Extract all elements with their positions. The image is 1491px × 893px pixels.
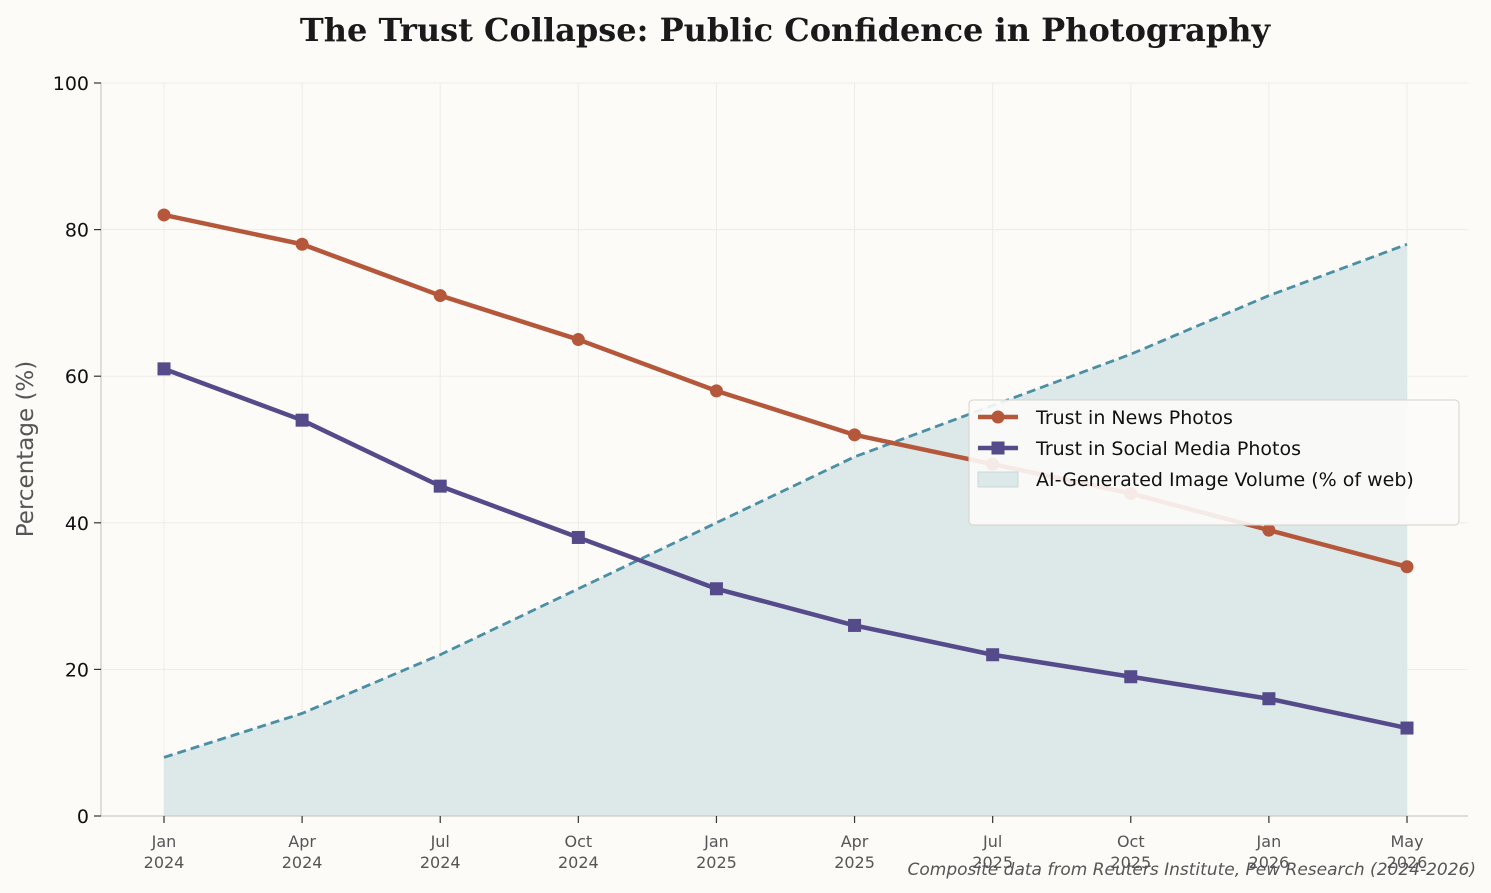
xtick-label-7: Oct 2025 [1110, 832, 1151, 872]
point-news-5 [848, 428, 862, 442]
point-social-4 [709, 582, 723, 596]
area-fill-ai-volume [164, 244, 1407, 816]
y-axis-label: Percentage (%) [13, 361, 39, 538]
xtick-label-2: Jul 2024 [420, 832, 461, 872]
point-social-6 [986, 648, 1000, 662]
chart-title: The Trust Collapse: Public Confidence in… [300, 11, 1272, 49]
point-social-8 [1262, 692, 1276, 706]
xtick-label-4: Jan 2025 [696, 832, 737, 872]
point-news-1 [295, 237, 309, 251]
ytick-label-0: 0 [77, 806, 89, 828]
point-social-0 [157, 362, 171, 376]
point-social-7 [1124, 670, 1138, 684]
point-news-8 [1262, 523, 1276, 537]
legend: Trust in News Photos Trust in Social Medi… [968, 399, 1460, 526]
ytick-label-2: 40 [65, 513, 89, 535]
legend-box [968, 399, 1460, 526]
point-news-3 [571, 333, 585, 347]
axes-layer: 0 20 40 60 80 100 Jan 2024 Apr 2024 Jul 2024 Oct 2024… [53, 73, 1468, 872]
legend-marker-social [991, 441, 1005, 455]
xtick-label-5: Apr 2025 [834, 832, 875, 872]
xtick-label-9: May 2026 [1387, 832, 1428, 872]
legend-label-news: Trust in News Photos [1035, 407, 1233, 429]
point-news-9 [1400, 560, 1414, 574]
point-social-3 [571, 530, 585, 544]
ytick-label-4: 80 [65, 220, 89, 242]
series-line-social [161, 366, 1410, 731]
source-note: Composite data from Reuters Institute, P… [908, 860, 1476, 880]
area-layer [163, 242, 1408, 816]
xtick-label-3: Oct 2024 [558, 832, 599, 872]
area-line-ai-volume [163, 242, 1408, 759]
xtick-label-6: Jul 2025 [972, 832, 1013, 872]
ytick-label-3: 60 [65, 366, 89, 388]
point-social-1 [295, 413, 309, 427]
ytick-label-5: 100 [53, 73, 89, 95]
point-news-2 [433, 289, 447, 303]
legend-marker-news [991, 410, 1005, 424]
legend-swatch-ai-volume [977, 471, 1019, 488]
ytick-label-1: 20 [65, 659, 89, 681]
legend-label-ai-volume: AI-Generated Image Volume (% of web) [1036, 469, 1414, 491]
xtick-label-0: Jan 2024 [144, 832, 185, 872]
xtick-label-8: Jan 2026 [1249, 832, 1290, 872]
point-social-5 [848, 618, 862, 632]
point-news-0 [157, 208, 171, 222]
point-social-2 [433, 479, 447, 493]
point-social-9 [1400, 721, 1414, 735]
point-news-4 [709, 384, 723, 398]
xtick-label-1: Apr 2024 [282, 832, 323, 872]
legend-label-social: Trust in Social Media Photos [1035, 438, 1301, 460]
